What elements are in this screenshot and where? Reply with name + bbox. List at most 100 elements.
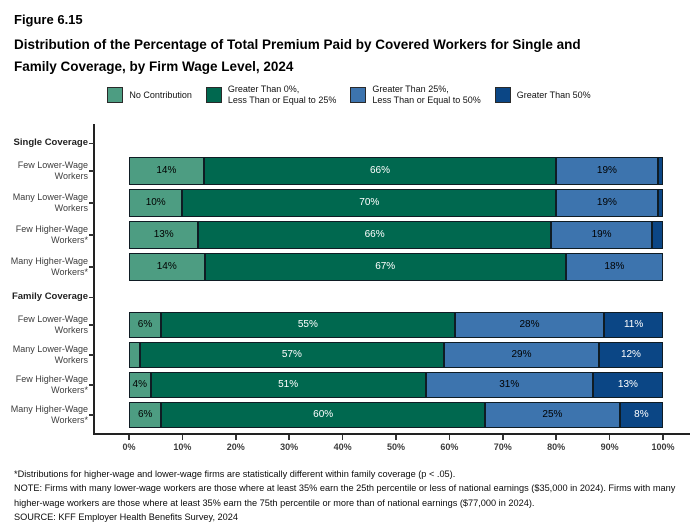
segment-value-label: 67%	[375, 261, 396, 272]
x-axis-tick-label: 80%	[547, 442, 566, 452]
bar-segment	[652, 221, 663, 249]
figure-label: Figure 6.15	[14, 12, 83, 27]
category-label: Few Higher-Wage Workers*	[15, 224, 88, 245]
chart-title-line-1: Distribution of the Percentage of Total …	[14, 37, 581, 52]
x-axis-tick-label: 40%	[333, 442, 352, 452]
legend-swatch	[494, 87, 511, 103]
bar-segment: 4%	[129, 372, 151, 398]
group-label: Single Coverage	[13, 137, 88, 148]
legend-item: Greater Than 50%	[494, 87, 591, 103]
x-axis-tick	[288, 434, 290, 440]
segment-value-label: 13%	[617, 379, 638, 390]
y-axis-tick	[89, 234, 94, 236]
segment-value-label: 66%	[369, 165, 390, 176]
group-label: Family Coverage	[11, 291, 88, 302]
segment-value-label: 29%	[511, 349, 532, 360]
x-axis-tick	[662, 434, 664, 440]
y-axis-tick	[89, 170, 94, 172]
category-label: Few Lower-Wage Workers	[17, 314, 88, 335]
bar-row: 13% 66% 19%	[129, 221, 663, 249]
legend-item-label: Greater Than 50%	[516, 89, 591, 100]
segment-value-label: 4%	[132, 379, 147, 390]
y-axis-tick	[89, 142, 94, 144]
bar-segment: 12%	[598, 342, 663, 368]
y-axis-tick	[89, 354, 94, 356]
bar-row: 14% 66% 19%	[129, 157, 663, 185]
segment-value-label: 12%	[620, 349, 641, 360]
bar-segment: 6%	[129, 312, 162, 338]
segment-value-label: 19%	[596, 165, 617, 176]
bar-segment: 19%	[550, 221, 653, 249]
bar-segment: 70%	[182, 189, 557, 217]
x-axis-tick-label: 30%	[280, 442, 299, 452]
segment-value-label: 8%	[634, 409, 649, 420]
legend-swatch	[205, 87, 222, 103]
segment-value-label: 6%	[137, 409, 153, 420]
category-label: Many Lower-Wage Workers	[12, 344, 88, 365]
segment-value-label: 19%	[591, 229, 612, 240]
bar-segment: 57%	[139, 342, 445, 368]
bar-segment: 25%	[484, 402, 620, 428]
segment-value-label: 60%	[313, 409, 334, 420]
bar-segment: 67%	[204, 253, 566, 281]
segment-value-label: 14%	[156, 261, 177, 272]
bar-segment: 18%	[565, 253, 663, 281]
x-axis-tick-label: 0%	[122, 442, 136, 452]
bar-row: 10% 70% 19%	[129, 189, 663, 217]
legend-item-label: Greater Than 25%, Less Than or Equal to …	[372, 84, 481, 105]
footnote-note: NOTE: Firms with many lower-wage workers…	[14, 483, 676, 508]
segment-value-label: 55%	[297, 319, 318, 330]
x-axis-tick-label: 60%	[440, 442, 459, 452]
bar-segment: 66%	[198, 221, 551, 249]
x-axis-tick	[235, 434, 237, 440]
x-axis-tick-label: 10%	[173, 442, 192, 452]
category-label: Few Higher-Wage Workers*	[15, 374, 88, 395]
y-axis-tick	[89, 324, 94, 326]
category-label: Few Lower-Wage Workers	[17, 160, 88, 181]
footnotes: *Distributions for higher-wage and lower…	[14, 467, 692, 524]
bar-segment: 31%	[425, 372, 593, 398]
segment-value-label: 57%	[281, 349, 302, 360]
category-label: Many Lower-Wage Workers	[12, 192, 88, 213]
segment-value-label: 11%	[623, 319, 644, 330]
segment-value-label: 28%	[519, 319, 540, 330]
segment-value-label: 70%	[359, 197, 380, 208]
segment-value-label: 18%	[604, 261, 625, 272]
x-axis-tick	[341, 434, 344, 440]
bar-segment: 29%	[444, 342, 599, 368]
bar-segment	[657, 189, 663, 217]
segment-value-label: 19%	[596, 197, 617, 208]
segment-value-label: 66%	[364, 229, 385, 240]
footnote-significance: *Distributions for higher-wage and lower…	[14, 469, 456, 479]
segment-value-label: 10%	[145, 197, 166, 208]
legend-swatch	[107, 87, 124, 103]
legend-swatch	[350, 87, 367, 103]
legend-item-label: No Contribution	[129, 89, 192, 100]
bar-segment: 14%	[129, 157, 204, 185]
x-axis-tick-label: 20%	[226, 442, 245, 452]
x-axis-tick	[395, 434, 397, 440]
segment-value-label: 6%	[137, 319, 153, 330]
category-label: Many Higher-Wage Workers*	[10, 256, 88, 277]
x-axis-tick	[502, 434, 504, 440]
chart-title: Distribution of the Percentage of Total …	[14, 34, 581, 78]
bar-row: 4% 51% 31% 13%	[129, 372, 663, 398]
legend-item-label: Greater Than 0%, Less Than or Equal to 2…	[227, 84, 337, 105]
bar-segment: 55%	[161, 312, 455, 338]
y-axis-tick	[89, 384, 94, 386]
bar-row: 6% 60% 25% 8%	[129, 402, 663, 428]
bar-segment: 6%	[129, 402, 162, 428]
x-axis-tick	[181, 434, 184, 440]
y-axis-tick	[89, 266, 94, 268]
x-axis-tick-label: 50%	[386, 442, 405, 452]
y-axis-tick	[89, 414, 94, 416]
bar-segment: 19%	[556, 157, 658, 185]
bar-segment: 19%	[556, 189, 658, 217]
bar-row: 6% 55% 28% 11%	[129, 312, 663, 338]
category-label: Many Higher-Wage Workers*	[10, 404, 88, 425]
segment-value-label: 31%	[499, 379, 520, 390]
y-axis-tick	[89, 202, 94, 204]
segment-value-label: 14%	[156, 165, 177, 176]
